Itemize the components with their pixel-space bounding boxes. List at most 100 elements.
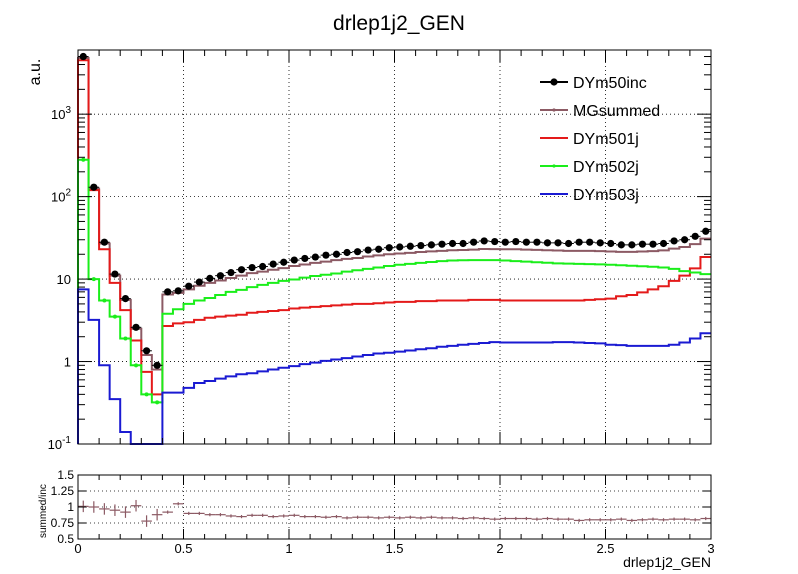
series-DYm50inc-point — [142, 347, 151, 355]
series-DYm502j-point — [112, 314, 117, 319]
legend-label-MGsummed: MGsummed — [573, 103, 660, 120]
series-DYm50inc-point — [153, 361, 161, 369]
ratio-y-tick-label: 1 — [67, 500, 74, 514]
chart-title: drlep1j2_GEN — [333, 12, 465, 35]
series-DYm50inc-point — [227, 268, 235, 277]
series-DYm50inc-point — [259, 262, 267, 271]
series-DYm50inc-point — [607, 239, 615, 248]
series-DYm50inc-point — [586, 238, 594, 246]
x-tick-label: 1.5 — [385, 541, 403, 556]
series-DYm50inc-point — [702, 227, 710, 235]
series-DYm50inc-point — [174, 287, 182, 295]
series-DYm50inc-point — [501, 238, 509, 246]
series-DYm50inc-point — [206, 274, 214, 282]
series-DYm502j-point — [123, 336, 128, 341]
series-DYm50inc-point — [353, 248, 362, 256]
series-DYm50inc-point — [554, 239, 562, 247]
series-DYm502j-point — [91, 277, 96, 282]
series-DYm50inc-point — [448, 239, 457, 248]
series-DYm50inc-point — [491, 237, 499, 246]
series-DYm50inc-point — [533, 238, 541, 246]
series-DYm50inc-point — [480, 237, 488, 245]
x-tick-label: 2.5 — [596, 541, 614, 556]
ratio-y-tick-label: 1.25 — [51, 484, 75, 498]
series-DYm50inc-point — [100, 238, 108, 246]
series-DYm502j-point — [144, 392, 149, 397]
legend-label-DYm501j: DYm501j — [573, 131, 639, 148]
series-DYm50inc-point — [164, 288, 172, 296]
series-DYm50inc-point — [216, 272, 225, 280]
x-tick-label: 0 — [74, 541, 81, 556]
series-DYm50inc-point — [237, 266, 246, 274]
series-DYm50inc-point — [121, 294, 130, 303]
series-DYm50inc-point — [269, 260, 277, 268]
series-DYm50inc-point — [691, 232, 699, 240]
series-DYm50inc-point — [132, 323, 140, 331]
series-DYm50inc-point — [364, 246, 372, 254]
series-DYm50inc-point — [343, 248, 351, 257]
x-axis-label: drlep1j2_GEN — [623, 554, 711, 570]
y-tick-label: 10-1 — [48, 435, 72, 452]
series-DYm50inc-point — [90, 183, 98, 191]
series-DYm50inc-point — [522, 238, 530, 246]
series-DYm502j-line — [77, 158, 711, 444]
ratio-series-group — [78, 499, 711, 527]
series-DYm50inc-point — [301, 254, 309, 263]
series-DYm503j-line — [77, 288, 711, 445]
series-DYm50inc-point — [596, 239, 604, 247]
x-tick-label: 1 — [285, 541, 292, 556]
legend-label-DYm503j: DYm503j — [573, 187, 639, 204]
series-DYm501j-line — [77, 59, 711, 444]
series-DYm50inc-point — [649, 240, 657, 248]
y-tick-label: 1 — [64, 355, 71, 370]
ratio-y-tick-label: 1.5 — [57, 468, 74, 482]
series-DYm50inc-point — [628, 241, 636, 249]
ratio-y-tick-label: 0.5 — [57, 532, 74, 546]
main-y-axis-label: a.u. — [27, 59, 44, 86]
series-DYm50inc-point — [290, 256, 298, 264]
series-DYm502j-point — [81, 157, 86, 162]
y-tick-label: 10 — [57, 272, 71, 287]
x-tick-label: 3 — [707, 541, 714, 556]
legend-marker-DYm502j — [552, 164, 556, 168]
main-series-group — [77, 52, 711, 445]
series-DYm50inc-point — [470, 238, 478, 246]
ratio-y-axis-label: summed/inc — [38, 484, 49, 538]
series-DYm50inc-point — [111, 270, 119, 278]
series-DYm50inc-point — [564, 239, 573, 248]
series-DYm50inc-point — [322, 251, 330, 259]
series-DYm50inc-point — [311, 253, 319, 261]
series-DYm50inc-point — [385, 244, 393, 252]
series-DYm50inc-point — [638, 240, 647, 248]
series-DYm50inc-point — [427, 241, 436, 249]
series-DYm50inc-point — [617, 241, 625, 249]
series-DYm502j-point — [102, 298, 107, 303]
series-DYm50inc-point — [681, 236, 689, 244]
series-DYm50inc-point — [195, 278, 203, 286]
y-tick-label: 102 — [51, 188, 71, 205]
x-tick-label: 0.5 — [174, 541, 192, 556]
x-tick-label: 2 — [496, 541, 503, 556]
series-DYm50inc-point — [543, 239, 552, 247]
series-DYm50inc-point — [575, 238, 583, 246]
series-DYm50inc-point — [185, 282, 193, 290]
legend: DYm50inc MGsummed DYm501j DYm502j DYm503j — [540, 75, 660, 204]
series-DYm50inc-point — [375, 245, 383, 253]
legend-marker-MGsummed — [552, 108, 556, 112]
series-DYm50inc-point — [406, 242, 414, 250]
series-DYm50inc-point — [280, 258, 288, 266]
series-DYm50inc-point — [670, 237, 678, 245]
legend-label-DYm502j: DYm502j — [573, 159, 639, 176]
series-DYm50inc-point — [248, 263, 256, 272]
series-DYm502j-point — [134, 363, 139, 368]
y-tick-label: 103 — [51, 105, 71, 122]
series-DYm50inc-point — [396, 243, 404, 251]
series-DYm50inc-point — [659, 239, 668, 248]
legend-marker-DYm50inc — [550, 78, 558, 86]
ratio-y-tick-label: 0.75 — [51, 516, 75, 530]
series-DYm50inc-point — [512, 237, 520, 246]
main-axes: 10-1 1 10 102 103 — [48, 49, 712, 452]
